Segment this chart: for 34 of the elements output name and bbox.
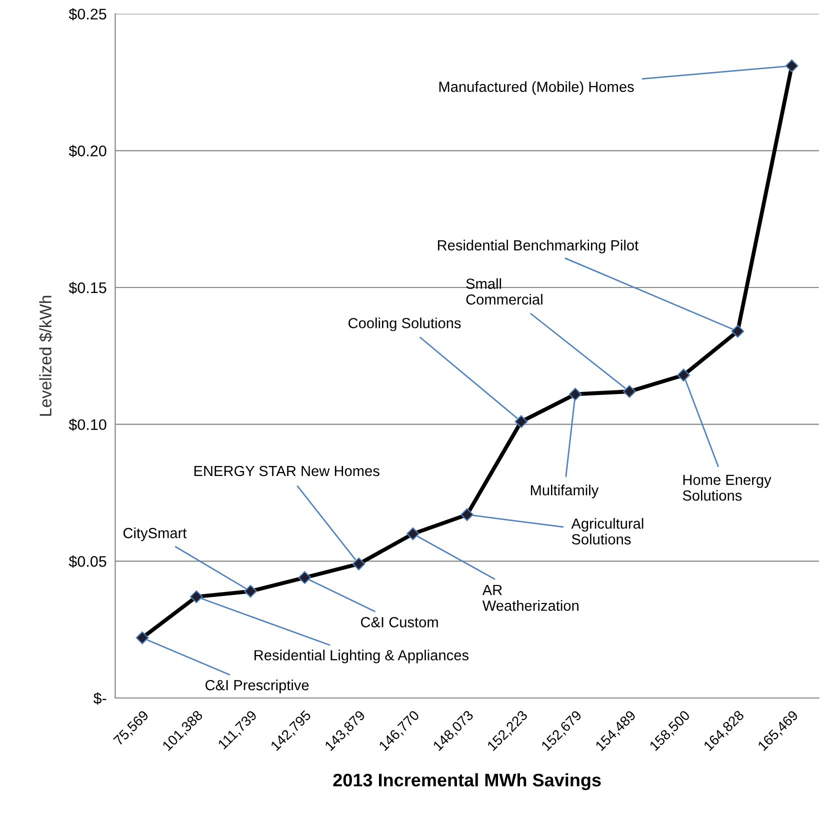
point <box>677 368 690 382</box>
annotation: Cooling Solutions <box>348 318 461 332</box>
y-tick-label: $0.10 <box>68 418 106 431</box>
x-axis-title: 2013 Incremental MWh Savings <box>333 773 601 790</box>
annotation: C&I Custom <box>360 617 438 628</box>
annotation: Home Energy Solutions <box>682 474 772 501</box>
y-tick-label: $0.20 <box>68 144 106 158</box>
point <box>785 59 798 72</box>
point <box>514 415 528 428</box>
point <box>244 584 257 598</box>
annotation: AR Weatherization <box>482 584 578 611</box>
point <box>298 571 312 584</box>
annotation: C&I Prescriptive <box>206 680 309 694</box>
point <box>352 557 366 570</box>
point <box>190 590 203 604</box>
annotation: Manufactured (Mobile) Homes <box>439 81 634 95</box>
y-tick-label: $- <box>93 692 106 705</box>
annotation: Residential Lighting & Appliances <box>254 650 468 664</box>
y-tick-label: $0.25 <box>68 8 106 20</box>
point <box>136 631 149 644</box>
point <box>731 324 744 338</box>
annotation: CitySmart <box>123 528 187 542</box>
point <box>568 388 582 401</box>
y-tick-label: $0.15 <box>68 282 106 294</box>
y-tick-label: $0.05 <box>68 555 106 568</box>
point <box>460 508 474 522</box>
point <box>622 385 636 398</box>
point <box>406 527 420 540</box>
annotation: Agricultural Solutions <box>571 518 644 544</box>
annotation: ENERGY STAR New Homes <box>194 466 380 476</box>
annotation: Small Commercial <box>466 278 542 305</box>
annotation: Multifamily <box>530 484 599 498</box>
annotation: Residential Benchmarking Pilot <box>438 240 639 254</box>
y-axis-title: Levelized $/kWh <box>38 296 52 416</box>
